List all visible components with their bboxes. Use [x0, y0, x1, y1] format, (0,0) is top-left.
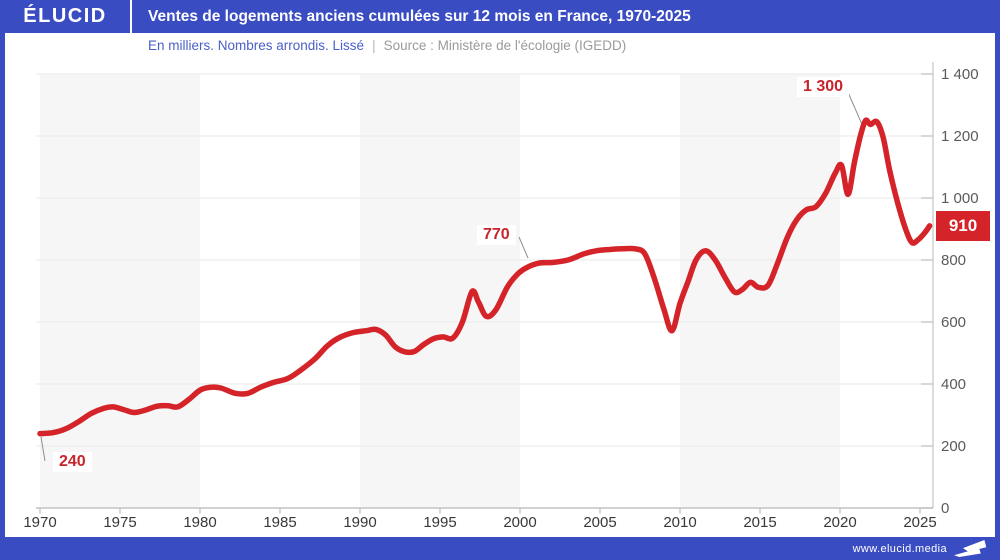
y-tick-label: 600 [941, 314, 966, 331]
x-tick-label: 1975 [103, 514, 136, 531]
x-tick-label: 1995 [423, 514, 456, 531]
y-tick-label: 800 [941, 252, 966, 269]
header-bar: ÉLUCID Ventes de logements anciens cumul… [0, 0, 1000, 33]
footer-bar: www.elucid.media [0, 537, 1000, 560]
x-tick-label: 2010 [663, 514, 696, 531]
chart-title: Ventes de logements anciens cumulées sur… [148, 8, 691, 25]
y-tick-label: 400 [941, 376, 966, 393]
elucid-logo: ÉLUCID [23, 5, 107, 27]
subtitle-bar: En milliers. Nombres arrondis. Lissé | Sou… [5, 33, 995, 57]
x-tick-label: 2015 [743, 514, 776, 531]
subtitle-source: Source : Ministère de l'écologie (IGEDD) [383, 38, 627, 53]
x-tick-label: 1990 [343, 514, 376, 531]
x-tick-label: 1980 [183, 514, 216, 531]
latest-value-badge: 910 [936, 210, 990, 241]
logo-divider [130, 0, 132, 33]
y-tick-label: 0 [941, 500, 949, 517]
x-tick-label: 1985 [263, 514, 296, 531]
frame-border-left [0, 0, 5, 560]
annotation-callout-line [518, 236, 529, 259]
annotation-label: 240 [53, 452, 92, 472]
decade-band [40, 74, 200, 508]
y-tick-label: 1 200 [941, 128, 979, 145]
decade-band [680, 74, 840, 508]
footer-url: www.elucid.media [852, 542, 947, 555]
frame-border-right [995, 0, 1000, 560]
x-tick-label: 2000 [503, 514, 536, 531]
x-tick-label: 2025 [903, 514, 936, 531]
sales-line-series [37, 117, 933, 437]
annotation-callout-line [40, 436, 46, 462]
x-tick-label: 1970 [23, 514, 56, 531]
subtitle-divider: | [372, 38, 376, 53]
annotation-label: 1 300 [797, 77, 850, 97]
x-tick-label: 2005 [583, 514, 616, 531]
annotation-callout-line [846, 89, 865, 130]
y-tick-label: 1 400 [941, 66, 979, 83]
annotation-label: 770 [477, 225, 516, 245]
x-tick-label: 2020 [823, 514, 856, 531]
y-tick-label: 1 000 [941, 190, 979, 207]
subtitle-unit-note: En milliers. Nombres arrondis. Lissé [148, 38, 365, 53]
y-tick-label: 200 [941, 438, 966, 455]
elucid-logo-icon [954, 539, 987, 557]
decade-band [360, 74, 520, 508]
